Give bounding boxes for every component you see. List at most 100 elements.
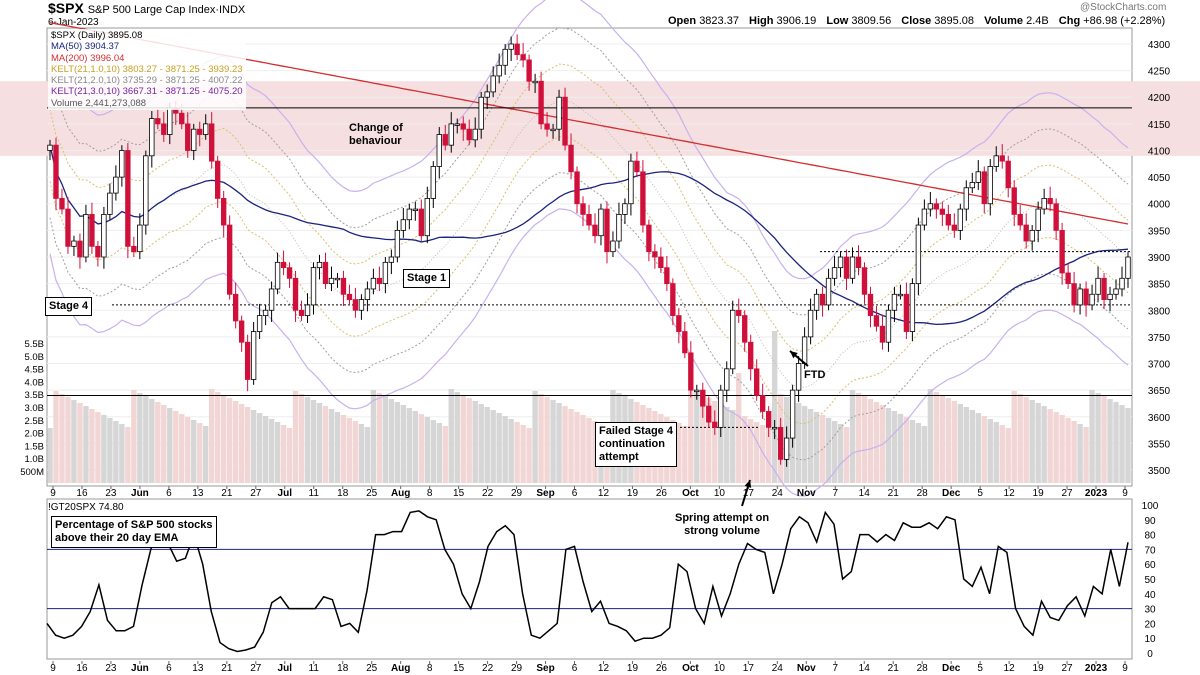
x-tick-label: 18 — [337, 663, 349, 674]
candle-body — [861, 267, 868, 295]
volume-tick-label: 3.5B — [24, 390, 44, 401]
price-tick-label: 3750 — [1148, 333, 1171, 344]
x-tick-label: 9 — [1122, 663, 1128, 674]
candle-body — [771, 427, 778, 430]
volume-bar — [286, 428, 293, 483]
price-tick-label: 3900 — [1148, 253, 1171, 264]
volume-bar — [436, 423, 442, 483]
volume-bar — [1035, 403, 1041, 483]
x-tick-label: 7 — [832, 663, 838, 674]
candle-body — [682, 331, 688, 354]
x-tick-label: 28 — [917, 488, 929, 499]
volume-bar — [891, 411, 898, 483]
volume-bar — [736, 373, 742, 483]
annotation-stage-1: Stage 1 — [403, 269, 451, 288]
candle-body — [1119, 277, 1125, 290]
volume-tick-label: 500M — [20, 467, 44, 478]
symbol: $SPX — [48, 0, 84, 16]
volume-bar — [232, 401, 239, 483]
volume-bar — [262, 416, 269, 483]
x-tick-label: Aug — [391, 488, 410, 499]
ma50-line — [49, 145, 1129, 326]
legend-entry: MA(50) 3904.37 — [51, 41, 120, 53]
candle-body — [813, 293, 820, 311]
volume-bar — [370, 390, 377, 483]
candle-body — [59, 198, 65, 210]
volume-bar — [226, 398, 233, 483]
candle-body — [1065, 272, 1071, 285]
x-tick-label: 25 — [366, 488, 378, 499]
volume-bar — [406, 408, 413, 483]
volume-bar — [1053, 412, 1059, 483]
volume-bar — [951, 401, 958, 483]
candle-body — [1125, 256, 1131, 279]
volume-bar — [89, 409, 95, 483]
volume-tick-label: 3.0B — [24, 403, 44, 414]
x-tick-label: 21 — [888, 663, 900, 674]
x-tick-label: Jul — [278, 663, 293, 674]
x-tick-label: 17 — [743, 663, 755, 674]
candle-body — [478, 96, 484, 130]
x-tick-label: 14 — [859, 663, 871, 674]
change-value: +86.98 (+2.28%) — [1083, 15, 1166, 27]
x-tick-label: Jun — [131, 488, 149, 499]
candle-body — [1071, 283, 1077, 306]
volume-bar — [400, 405, 407, 483]
volume-bar — [676, 423, 682, 483]
x-tick-label: 10 — [714, 663, 726, 674]
annotation-indicator-note: Percentage of S&P 500 stocks above their… — [51, 516, 217, 548]
candle-body — [688, 352, 694, 391]
candle-body — [927, 203, 934, 210]
candle-body — [849, 256, 856, 279]
candle-body — [664, 267, 670, 285]
price-tick-label: 3650 — [1148, 386, 1171, 397]
candle-body — [1083, 288, 1089, 306]
candle-body — [53, 144, 59, 199]
candle-body — [442, 134, 448, 146]
candle-body — [939, 208, 946, 215]
price-tick-label: 3550 — [1148, 439, 1171, 450]
volume-bar — [340, 415, 347, 483]
volume-tick-label: 2.0B — [24, 429, 44, 440]
indicator-tick-label: 90 — [1144, 516, 1156, 527]
candle-body — [185, 123, 191, 151]
volume-bar — [586, 418, 592, 483]
x-tick-label: Nov — [797, 663, 816, 674]
volume-bar — [688, 389, 694, 483]
candle-body — [843, 256, 850, 279]
x-tick-label: 6 — [572, 488, 578, 499]
candle-body — [999, 155, 1005, 162]
volume-bar — [101, 415, 107, 483]
candle-body — [161, 123, 167, 135]
candle-body — [268, 288, 275, 311]
candle-body — [867, 293, 874, 316]
volume-bar — [1107, 399, 1113, 483]
candle-body — [107, 192, 113, 215]
volume-bar — [149, 399, 155, 483]
volume-value: 2.4B — [1026, 15, 1049, 27]
candle-body — [622, 203, 628, 215]
indicator-line — [46, 510, 1129, 653]
candle-body — [514, 43, 520, 56]
x-tick-label: 11 — [309, 488, 320, 499]
volume-bar — [334, 412, 341, 483]
volume-bar — [328, 409, 335, 483]
x-tick-label: Nov — [797, 488, 816, 499]
candle-body — [83, 213, 89, 258]
candle-body — [430, 166, 436, 199]
volume-bar — [1095, 393, 1101, 483]
volume-bar — [376, 393, 383, 483]
volume-bar — [592, 421, 598, 483]
volume-bar — [706, 398, 712, 483]
candle-body — [394, 229, 401, 258]
candle-body — [304, 304, 311, 316]
x-tick-label: 5 — [977, 663, 983, 674]
candle-body — [1029, 229, 1035, 242]
volume-bar — [574, 412, 580, 483]
candle-body — [993, 155, 999, 167]
candle-body — [933, 203, 940, 210]
x-tick-label: 17 — [743, 488, 755, 499]
close-value: 3895.08 — [934, 15, 975, 27]
candle-body — [897, 293, 904, 297]
volume-bar — [813, 412, 820, 483]
